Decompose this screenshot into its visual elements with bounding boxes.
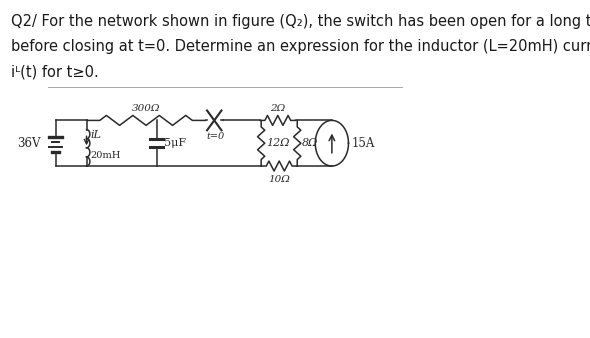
Text: Q2/ For the network shown in figure (Q₂), the switch has been open for a long ti: Q2/ For the network shown in figure (Q₂)… [11,14,590,29]
Text: 5μF: 5μF [164,138,186,148]
Text: t=0: t=0 [206,132,225,141]
Text: iᴸ(t) for t≥0.: iᴸ(t) for t≥0. [11,65,99,80]
Text: 36V: 36V [18,137,41,150]
Text: 15A: 15A [352,137,375,150]
Text: before closing at t=0. Determine an expression for the inductor (L=20mH) current: before closing at t=0. Determine an expr… [11,39,590,54]
Text: 8Ω: 8Ω [302,138,319,148]
Text: 300Ω: 300Ω [132,104,160,114]
Text: 10Ω: 10Ω [268,175,290,184]
Text: 12Ω: 12Ω [266,138,290,148]
Text: 2Ω: 2Ω [270,104,286,114]
Text: 20mH: 20mH [91,151,121,160]
Text: iL: iL [91,130,101,140]
